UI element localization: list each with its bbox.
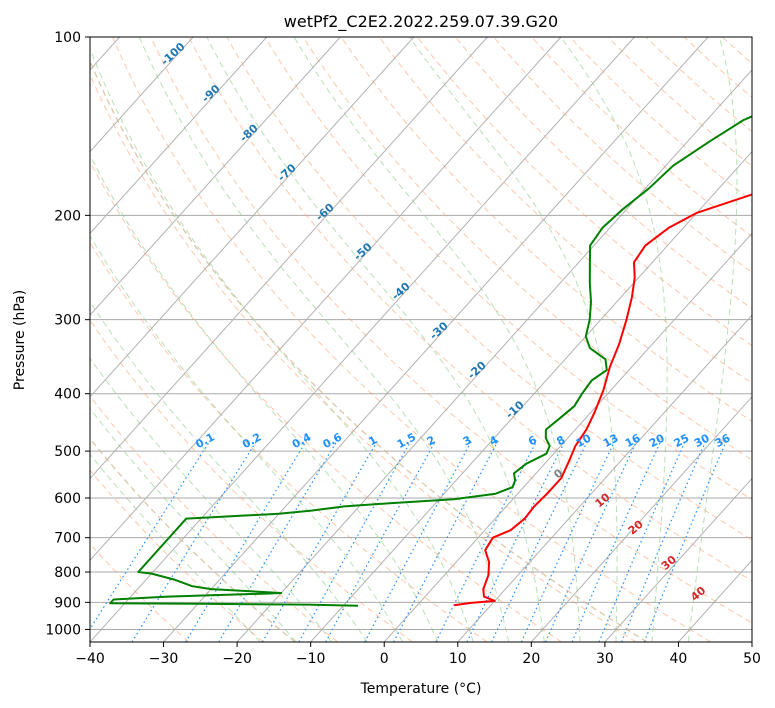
plot-frame (89, 36, 753, 643)
mixing-ratio-label: 20 (647, 431, 667, 450)
isotherm-line (90, 37, 415, 398)
moist-adiabat-line (90, 300, 368, 642)
y-tick-label: 100 (54, 30, 81, 46)
mixing-ratio-line (393, 440, 499, 642)
mixing-ratio-line (185, 440, 308, 642)
dry-adiabat-line (302, 37, 752, 461)
dry-adiabat-line (340, 37, 752, 422)
x-tick-label: 40 (670, 651, 688, 667)
dry-adiabat-line (188, 37, 752, 582)
isotherm-line (383, 232, 752, 642)
y-tick-label: 200 (54, 208, 81, 224)
mixing-ratio-line (545, 440, 638, 642)
saturation-curve (90, 59, 648, 642)
moist-adiabat-line (138, 37, 510, 642)
moist-adiabat-line (90, 453, 261, 642)
mixing-ratio-line (435, 440, 538, 642)
y-tick-label: 700 (54, 531, 81, 547)
moist-adiabat-line (90, 407, 297, 642)
x-tick-label: 30 (596, 651, 614, 667)
mixing-ratio-line (571, 440, 662, 642)
mixing-ratio-label: 13 (601, 431, 621, 450)
isotherm-line (90, 37, 194, 153)
mixing-ratio-label: 30 (692, 431, 712, 450)
mixing-ratio-label: 10 (574, 431, 594, 450)
mixing-ratio-label: 25 (672, 432, 692, 451)
moist-adiabat-line (560, 37, 668, 642)
dry-adiabat-line (90, 73, 637, 642)
axes: −40 −30 −20 −10 0 10 20 30 40 50 100 200 300 400 500 60… (45, 30, 761, 667)
y-tick-label: 300 (54, 313, 81, 329)
mixing-ratio-line (491, 440, 589, 642)
plot-area (90, 37, 752, 642)
isotherm-line (90, 37, 488, 480)
x-tick-label: −20 (222, 651, 252, 667)
profiles (109, 115, 752, 607)
moist-adiabat-line (90, 47, 474, 642)
isotherm-line (90, 37, 635, 642)
dry-adiabat-line (90, 319, 413, 642)
x-axis-label: Temperature (°C) (360, 681, 482, 697)
mixing-ratio-line (218, 440, 338, 642)
dry-adiabat-line (569, 37, 752, 202)
x-tick-label: −10 (296, 651, 326, 667)
chart-title: wetPf2_C2E2.2022.259.07.39.G20 (284, 12, 558, 32)
thermo-overlays (90, 37, 752, 642)
x-tick-label: 20 (522, 651, 540, 667)
moist-adiabat-line (90, 234, 404, 642)
mixing-ratio-line (131, 440, 258, 642)
temperature-profile-line (453, 193, 752, 607)
isotherm-line (163, 37, 709, 642)
mixing-ratio-line (364, 440, 473, 642)
dry-adiabat-line (226, 37, 752, 541)
moist-adiabat-line (687, 37, 738, 642)
isotherm-line (90, 37, 268, 235)
isotherm-line (310, 150, 752, 642)
mixing-ratio-line (466, 440, 566, 642)
isotherm-line (90, 37, 341, 316)
x-tick-label: 10 (449, 651, 467, 667)
x-tick-label: 0 (380, 651, 389, 667)
mixing-ratio-line (621, 440, 707, 642)
x-tick-label: 50 (743, 651, 761, 667)
dry-adiabat-line (417, 37, 752, 347)
mixing-ratio-line (520, 440, 616, 642)
y-tick-label: 500 (54, 444, 81, 460)
dewpoint-profile-line (109, 115, 752, 607)
isotherm-line (236, 69, 752, 642)
mixing-ratio-label: 36 (713, 431, 733, 450)
moist-adiabat-line (90, 153, 439, 642)
x-tick-label: −40 (75, 651, 105, 667)
dry-adiabat-line (112, 37, 712, 642)
mixing-ratio-line (643, 440, 728, 642)
moist-adiabat-line (90, 357, 333, 642)
y-tick-label: 400 (54, 387, 81, 403)
dry-adiabat-line (90, 160, 562, 642)
y-tick-label: 600 (54, 491, 81, 507)
isotherm-line (604, 477, 752, 642)
dry-adiabat-line (378, 37, 752, 384)
saturation-curve (90, 437, 296, 642)
y-tick-label: 900 (54, 595, 81, 611)
y-axis-label: Pressure (hPa) (12, 290, 28, 390)
dry-adiabat-line (90, 395, 339, 642)
y-tick-label: 1000 (45, 622, 81, 638)
y-tick-label: 800 (54, 565, 81, 581)
mixing-ratio-line (90, 440, 211, 631)
dry-adiabat-line (150, 37, 752, 624)
mixing-ratio-label: 16 (623, 431, 643, 450)
isotherm-line (90, 37, 562, 562)
isotherm-line (457, 314, 752, 642)
mixing-ratio-line (598, 440, 687, 642)
moist-adiabat-line (206, 37, 545, 642)
x-tick-label: −30 (149, 651, 179, 667)
dry-adiabat-line (455, 37, 752, 310)
isotherm-line (530, 396, 752, 642)
